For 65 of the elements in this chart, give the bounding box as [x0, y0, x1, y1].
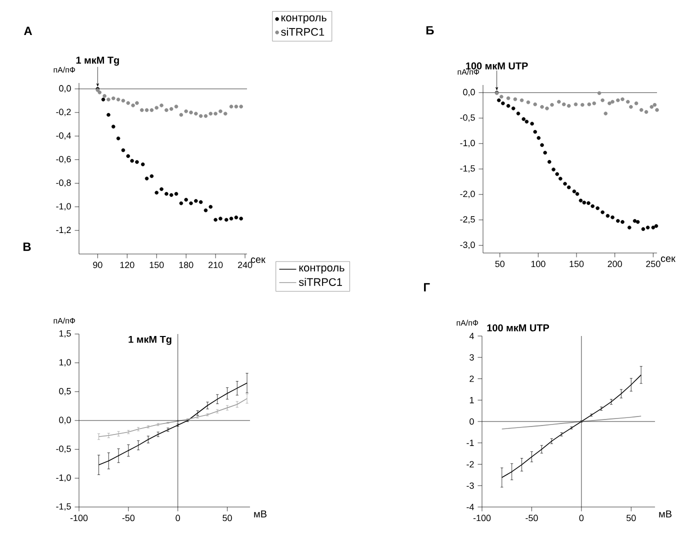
y-tick-label: 0,5	[59, 388, 71, 396]
y-tick-label: 3	[470, 354, 474, 361]
x-axis-title: мВ	[254, 510, 266, 518]
annotation: 100 мкМ UTP	[466, 62, 528, 70]
x-axis-title: мВ	[659, 510, 672, 518]
y-tick-label: -3	[466, 482, 474, 489]
y-tick-label: -1	[466, 440, 474, 446]
y-tick-label: -0,8	[56, 180, 71, 187]
annotation: 1 мкМ Tg	[76, 56, 119, 66]
x-tick-label: -50	[526, 514, 538, 522]
legend-label: контроль	[299, 266, 344, 274]
y-tick-label: 0	[470, 418, 474, 425]
x-tick-label: 50	[495, 260, 505, 268]
x-tick-label: 210	[208, 262, 223, 268]
x-tick-label: 200	[608, 260, 622, 268]
x-tick-label: 0	[176, 514, 180, 522]
x-tick-label: 250	[646, 260, 660, 268]
y-tick-label: -4	[466, 504, 474, 510]
y-tick-label: 1,0	[59, 359, 71, 367]
x-tick-label: 50	[222, 514, 232, 522]
y-tick-label: 1,5	[59, 330, 71, 338]
y-tick-label: -2	[466, 461, 474, 468]
annotation: 1 мкМ Tg	[128, 336, 172, 345]
y-tick-label: -0,5	[56, 446, 71, 454]
x-tick-label: -100	[70, 514, 88, 522]
y-tick-label: -0,4	[56, 132, 71, 140]
y-tick-label: -1,2	[56, 226, 71, 234]
y-tick-label: -1,5	[56, 503, 71, 511]
y-tick-label: -1,0	[56, 203, 71, 211]
chart-title: Г	[424, 283, 430, 292]
y-tick-label: -2,0	[460, 190, 475, 198]
y-tick-label: -0,5	[460, 114, 475, 122]
y-tick-label: -1,0	[460, 140, 475, 148]
y-tick-label: 1	[470, 397, 474, 404]
x-tick-label: 150	[570, 260, 584, 268]
text: 100 мкМ UTP	[487, 324, 550, 332]
x-tick-label: -50	[122, 514, 135, 522]
y-tick-label: -0,6	[56, 156, 71, 164]
legend-label: siTRPC1	[298, 278, 342, 286]
x-tick-label: 150	[150, 262, 164, 268]
x-tick-label: 180	[179, 262, 194, 268]
y-tick-label: 0,0	[59, 416, 71, 424]
x-tick-label: -100	[473, 514, 491, 522]
x-tick-label: 90	[93, 262, 102, 268]
y-tick-label: -2,5	[460, 216, 475, 224]
legend-label: контроль	[282, 15, 326, 24]
y-tick-label: 2	[470, 376, 474, 382]
y-tick-label: 0,0	[463, 88, 475, 96]
y-tick-label: -3,0	[460, 242, 475, 250]
x-tick-label: 100	[531, 260, 546, 268]
chart-title: А	[24, 26, 32, 35]
y-tick-label: -1,0	[56, 474, 71, 482]
x-tick-label: 50	[626, 514, 636, 522]
legend-label: siTRPC1	[281, 28, 324, 36]
x-axis-title: сек	[250, 258, 266, 263]
y-tick-label: -1,5	[460, 165, 475, 173]
y-tick-label: 4	[469, 332, 474, 340]
x-tick-label: 240	[238, 262, 252, 268]
y-tick-label: 0,0	[59, 85, 71, 93]
x-tick-label: 120	[120, 262, 134, 268]
chart-title: В	[23, 242, 31, 251]
x-tick-label: 0	[579, 514, 584, 522]
y-tick-label: -0,2	[56, 108, 71, 116]
x-axis-title: сек	[660, 256, 676, 262]
chart-title: Б	[426, 26, 434, 34]
